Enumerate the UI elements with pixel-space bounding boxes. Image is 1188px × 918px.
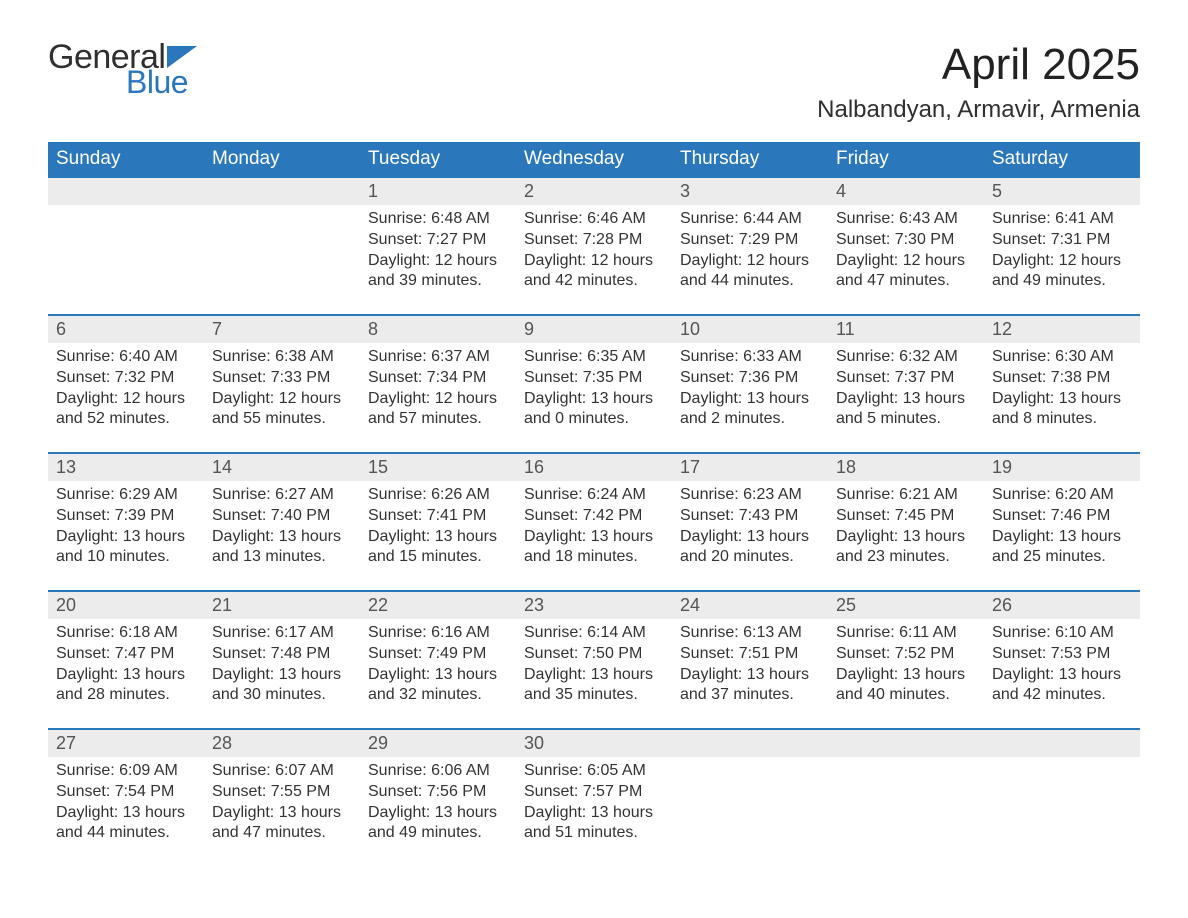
day-number: 23: [516, 591, 672, 619]
day-detail: Sunrise: 6:46 AMSunset: 7:28 PMDaylight:…: [516, 205, 672, 315]
empty-cell: [204, 205, 360, 315]
week-daynum-row: 13141516171819: [48, 453, 1140, 481]
day-number: 5: [984, 177, 1140, 205]
day-number: 2: [516, 177, 672, 205]
day-detail: Sunrise: 6:37 AMSunset: 7:34 PMDaylight:…: [360, 343, 516, 453]
day-number: 7: [204, 315, 360, 343]
empty-cell: [204, 177, 360, 205]
day-detail: Sunrise: 6:11 AMSunset: 7:52 PMDaylight:…: [828, 619, 984, 729]
page-header: General Blue April 2025 Nalbandyan, Arma…: [48, 40, 1140, 124]
day-detail: Sunrise: 6:20 AMSunset: 7:46 PMDaylight:…: [984, 481, 1140, 591]
empty-cell: [672, 757, 828, 867]
day-number: 16: [516, 453, 672, 481]
day-number: 17: [672, 453, 828, 481]
day-detail: Sunrise: 6:38 AMSunset: 7:33 PMDaylight:…: [204, 343, 360, 453]
day-number: 1: [360, 177, 516, 205]
weekday-header: Monday: [204, 142, 360, 177]
weekday-header: Sunday: [48, 142, 204, 177]
day-number: 11: [828, 315, 984, 343]
day-detail: Sunrise: 6:24 AMSunset: 7:42 PMDaylight:…: [516, 481, 672, 591]
day-number: 26: [984, 591, 1140, 619]
day-detail: Sunrise: 6:23 AMSunset: 7:43 PMDaylight:…: [672, 481, 828, 591]
week-detail-row: Sunrise: 6:40 AMSunset: 7:32 PMDaylight:…: [48, 343, 1140, 453]
day-detail: Sunrise: 6:35 AMSunset: 7:35 PMDaylight:…: [516, 343, 672, 453]
day-number: 13: [48, 453, 204, 481]
month-title: April 2025: [817, 40, 1140, 90]
day-detail: Sunrise: 6:40 AMSunset: 7:32 PMDaylight:…: [48, 343, 204, 453]
day-number: 28: [204, 729, 360, 757]
day-number: 10: [672, 315, 828, 343]
day-number: 21: [204, 591, 360, 619]
empty-cell: [984, 729, 1140, 757]
day-detail: Sunrise: 6:41 AMSunset: 7:31 PMDaylight:…: [984, 205, 1140, 315]
weekday-header: Thursday: [672, 142, 828, 177]
day-number: 24: [672, 591, 828, 619]
day-detail: Sunrise: 6:06 AMSunset: 7:56 PMDaylight:…: [360, 757, 516, 867]
day-detail: Sunrise: 6:17 AMSunset: 7:48 PMDaylight:…: [204, 619, 360, 729]
day-number: 25: [828, 591, 984, 619]
day-detail: Sunrise: 6:30 AMSunset: 7:38 PMDaylight:…: [984, 343, 1140, 453]
day-number: 30: [516, 729, 672, 757]
day-detail: Sunrise: 6:26 AMSunset: 7:41 PMDaylight:…: [360, 481, 516, 591]
week-daynum-row: 20212223242526: [48, 591, 1140, 619]
day-detail: Sunrise: 6:10 AMSunset: 7:53 PMDaylight:…: [984, 619, 1140, 729]
day-number: 27: [48, 729, 204, 757]
day-number: 29: [360, 729, 516, 757]
logo-text-blue: Blue: [126, 66, 197, 98]
day-number: 18: [828, 453, 984, 481]
day-detail: Sunrise: 6:07 AMSunset: 7:55 PMDaylight:…: [204, 757, 360, 867]
empty-cell: [48, 205, 204, 315]
weekday-header: Tuesday: [360, 142, 516, 177]
weekday-header: Friday: [828, 142, 984, 177]
week-daynum-row: 6789101112: [48, 315, 1140, 343]
day-detail: Sunrise: 6:05 AMSunset: 7:57 PMDaylight:…: [516, 757, 672, 867]
weekday-header: Wednesday: [516, 142, 672, 177]
day-number: 22: [360, 591, 516, 619]
day-detail: Sunrise: 6:21 AMSunset: 7:45 PMDaylight:…: [828, 481, 984, 591]
day-number: 4: [828, 177, 984, 205]
day-detail: Sunrise: 6:16 AMSunset: 7:49 PMDaylight:…: [360, 619, 516, 729]
day-detail: Sunrise: 6:44 AMSunset: 7:29 PMDaylight:…: [672, 205, 828, 315]
day-number: 6: [48, 315, 204, 343]
day-number: 9: [516, 315, 672, 343]
weekday-header: Saturday: [984, 142, 1140, 177]
logo: General Blue: [48, 40, 197, 98]
week-daynum-row: 12345: [48, 177, 1140, 205]
empty-cell: [828, 729, 984, 757]
day-detail: Sunrise: 6:27 AMSunset: 7:40 PMDaylight:…: [204, 481, 360, 591]
weekday-header-row: SundayMondayTuesdayWednesdayThursdayFrid…: [48, 142, 1140, 177]
empty-cell: [48, 177, 204, 205]
day-detail: Sunrise: 6:32 AMSunset: 7:37 PMDaylight:…: [828, 343, 984, 453]
week-detail-row: Sunrise: 6:48 AMSunset: 7:27 PMDaylight:…: [48, 205, 1140, 315]
week-detail-row: Sunrise: 6:29 AMSunset: 7:39 PMDaylight:…: [48, 481, 1140, 591]
day-detail: Sunrise: 6:43 AMSunset: 7:30 PMDaylight:…: [828, 205, 984, 315]
day-detail: Sunrise: 6:33 AMSunset: 7:36 PMDaylight:…: [672, 343, 828, 453]
day-detail: Sunrise: 6:09 AMSunset: 7:54 PMDaylight:…: [48, 757, 204, 867]
empty-cell: [828, 757, 984, 867]
day-detail: Sunrise: 6:48 AMSunset: 7:27 PMDaylight:…: [360, 205, 516, 315]
day-number: 19: [984, 453, 1140, 481]
week-detail-row: Sunrise: 6:09 AMSunset: 7:54 PMDaylight:…: [48, 757, 1140, 867]
calendar-table: SundayMondayTuesdayWednesdayThursdayFrid…: [48, 142, 1140, 867]
day-number: 12: [984, 315, 1140, 343]
day-detail: Sunrise: 6:29 AMSunset: 7:39 PMDaylight:…: [48, 481, 204, 591]
day-detail: Sunrise: 6:14 AMSunset: 7:50 PMDaylight:…: [516, 619, 672, 729]
day-number: 14: [204, 453, 360, 481]
title-block: April 2025 Nalbandyan, Armavir, Armenia: [817, 40, 1140, 124]
day-number: 20: [48, 591, 204, 619]
day-number: 3: [672, 177, 828, 205]
empty-cell: [672, 729, 828, 757]
week-detail-row: Sunrise: 6:18 AMSunset: 7:47 PMDaylight:…: [48, 619, 1140, 729]
day-number: 15: [360, 453, 516, 481]
day-detail: Sunrise: 6:18 AMSunset: 7:47 PMDaylight:…: [48, 619, 204, 729]
week-daynum-row: 27282930: [48, 729, 1140, 757]
day-detail: Sunrise: 6:13 AMSunset: 7:51 PMDaylight:…: [672, 619, 828, 729]
empty-cell: [984, 757, 1140, 867]
location: Nalbandyan, Armavir, Armenia: [817, 96, 1140, 124]
day-number: 8: [360, 315, 516, 343]
